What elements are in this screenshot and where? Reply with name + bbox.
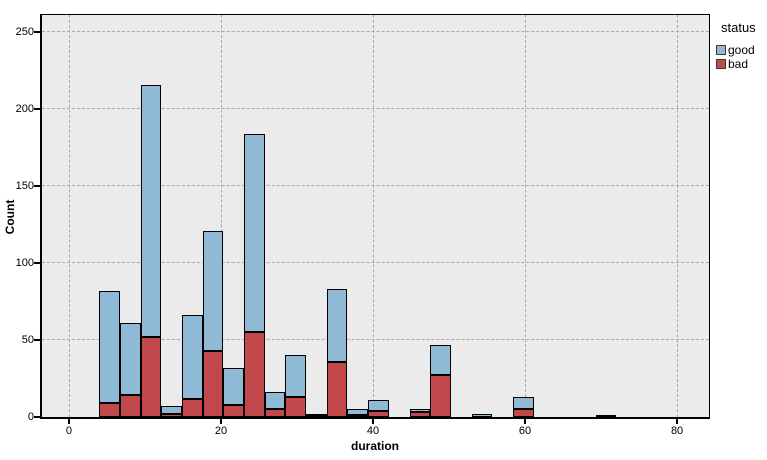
bar-segment-bad (306, 415, 327, 418)
x-axis-title: duration (351, 439, 399, 453)
y-axis-tick-mark (34, 185, 40, 188)
bar-segment-bad (140, 336, 162, 417)
y-axis-tick-label: 0 (27, 411, 34, 423)
bar-segment-good (409, 409, 431, 413)
bar-segment-good (264, 392, 286, 410)
bar-segment-bad (368, 410, 389, 417)
x-axis-tick-mark (372, 419, 375, 424)
y-axis-tick-mark (34, 416, 40, 418)
bar-segment-bad (409, 412, 431, 417)
gridline-horizontal (42, 185, 709, 187)
gridline-horizontal (42, 339, 709, 341)
gridline-horizontal (42, 262, 709, 264)
y-axis-tick-label: 200 (15, 103, 34, 116)
gridline-vertical (677, 15, 679, 417)
bar-segment-bad (161, 413, 183, 417)
y-axis-tick-label: 50 (21, 334, 34, 347)
y-axis-tick-label: 100 (15, 257, 34, 270)
bar-segment-good (471, 413, 493, 417)
legend-label-bad: bad (728, 57, 749, 71)
y-axis-tick-mark (34, 31, 40, 34)
legend-swatch-bad (716, 59, 726, 69)
x-axis-tick-mark (524, 419, 527, 424)
legend-entry-bad: bad (716, 57, 766, 71)
bar-segment-bad (182, 398, 203, 417)
x-axis-tick-label: 0 (65, 425, 73, 437)
bar-segment-bad (264, 409, 286, 417)
bar-segment-good (99, 290, 121, 404)
bar-segment-good (368, 400, 389, 411)
bar-segment-good (512, 396, 534, 410)
legend-entry-good: good (716, 43, 766, 57)
bar-segment-good (202, 230, 224, 351)
legend-swatch-good (716, 45, 726, 55)
bar-segment-bad (512, 409, 534, 417)
bar-segment-bad (223, 404, 245, 417)
bar-segment-bad (99, 403, 121, 417)
bar-segment-bad (430, 375, 451, 417)
gridline-vertical (68, 15, 70, 417)
y-axis-tick-mark (34, 339, 40, 342)
y-axis-tick-mark (34, 262, 40, 265)
bar-segment-bad (347, 415, 369, 418)
bar-segment-good (223, 367, 245, 405)
y-axis-tick-mark (34, 108, 40, 111)
bar-segment-good (430, 344, 451, 376)
bar-segment-good (347, 409, 369, 416)
bar-segment-good (120, 323, 141, 396)
gridline-vertical (221, 15, 222, 417)
x-axis-tick-mark (220, 419, 222, 424)
gridline-horizontal (42, 31, 709, 33)
bar-segment-good (182, 315, 203, 399)
bar-segment-good (285, 355, 307, 397)
bar-segment-good (244, 133, 265, 333)
x-axis-tick-label: 80 (670, 425, 684, 437)
bar-segment-bad (326, 361, 348, 417)
gridline-horizontal (42, 108, 709, 110)
x-axis-tick-label: 20 (214, 425, 228, 437)
bar-segment-bad (120, 395, 141, 417)
x-axis-tick-label: 60 (518, 425, 532, 437)
bar-segment-bad (244, 332, 265, 417)
y-axis-tick-label: 250 (15, 26, 34, 39)
y-axis-tick-label: 150 (15, 180, 34, 193)
gridline-vertical (525, 15, 527, 417)
legend: status good bad (716, 20, 766, 71)
x-axis-tick-mark (67, 419, 70, 424)
bar-segment-good (161, 406, 183, 414)
bar-segment-good (306, 413, 327, 416)
bar-segment-bad (595, 415, 617, 418)
x-axis-tick-label: 40 (366, 425, 380, 437)
bar-segment-good (140, 84, 162, 337)
legend-label-good: good (728, 43, 755, 57)
bar-segment-good (326, 289, 348, 362)
gridline-vertical (373, 15, 375, 417)
bar-segment-bad (202, 350, 224, 417)
x-axis-tick-mark (676, 419, 679, 424)
bar-segment-bad (285, 396, 307, 417)
legend-title: status (721, 20, 756, 35)
